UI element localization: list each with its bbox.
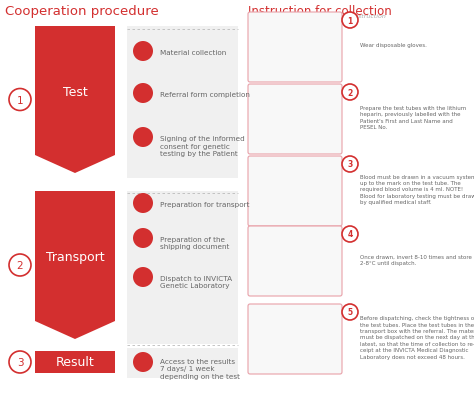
- Text: Prepare the test tubes with the lithium
heparin, previously labelled with the
Pa: Prepare the test tubes with the lithium …: [360, 105, 466, 130]
- Text: Before dispatching, check the tightness of
the test tubes. Place the test tubes : Before dispatching, check the tightness …: [360, 316, 474, 359]
- Circle shape: [133, 229, 153, 248]
- Text: 3: 3: [17, 357, 23, 367]
- Circle shape: [342, 227, 358, 242]
- Text: Material collection: Material collection: [160, 50, 226, 56]
- Text: Before collection read the entire instruction: Before collection read the entire instru…: [248, 14, 386, 19]
- FancyBboxPatch shape: [248, 157, 342, 227]
- Circle shape: [342, 13, 358, 29]
- Circle shape: [342, 85, 358, 101]
- Circle shape: [342, 304, 358, 320]
- FancyBboxPatch shape: [248, 13, 342, 83]
- Circle shape: [133, 42, 153, 62]
- Circle shape: [133, 352, 153, 372]
- Text: Instruction for collection: Instruction for collection: [248, 5, 392, 18]
- Bar: [35, 351, 115, 373]
- Text: Preparation of the
shipping document: Preparation of the shipping document: [160, 237, 229, 250]
- Text: Referral form completion: Referral form completion: [160, 92, 250, 98]
- Polygon shape: [35, 192, 115, 339]
- Text: 2: 2: [17, 260, 23, 270]
- Text: Signing of the informed
consent for genetic
testing by the Patient: Signing of the informed consent for gene…: [160, 136, 245, 157]
- Bar: [254, 91, 336, 149]
- Text: 5: 5: [347, 308, 353, 317]
- Bar: [254, 162, 336, 221]
- Circle shape: [133, 84, 153, 104]
- Bar: [254, 233, 336, 290]
- Text: Dispatch to INVICTA
Genetic Laboratory: Dispatch to INVICTA Genetic Laboratory: [160, 275, 232, 289]
- FancyBboxPatch shape: [248, 227, 342, 296]
- Text: Result: Result: [55, 356, 94, 369]
- Polygon shape: [35, 27, 115, 174]
- FancyBboxPatch shape: [248, 85, 342, 155]
- Bar: [254, 310, 336, 368]
- Text: 3: 3: [347, 160, 353, 169]
- Text: 2: 2: [347, 88, 353, 97]
- Bar: [127, 27, 238, 178]
- Text: Transport: Transport: [46, 251, 104, 264]
- Text: Once drawn, invert 8-10 times and store at
2-8°C until dispatch.: Once drawn, invert 8-10 times and store …: [360, 254, 474, 265]
- Text: Wear disposable gloves.: Wear disposable gloves.: [360, 43, 427, 49]
- Text: Preparation for transport: Preparation for transport: [160, 201, 249, 207]
- Text: Blood must be drawn in a vacuum system,
up to the mark on the test tube. The
req: Blood must be drawn in a vacuum system, …: [360, 174, 474, 205]
- Circle shape: [133, 267, 153, 287]
- FancyBboxPatch shape: [248, 304, 342, 374]
- Text: 1: 1: [17, 95, 23, 105]
- Text: Access to the results
7 days/ 1 week
depending on the test: Access to the results 7 days/ 1 week dep…: [160, 358, 240, 379]
- Text: 4: 4: [347, 230, 353, 239]
- Circle shape: [133, 128, 153, 148]
- Text: Test: Test: [63, 86, 87, 99]
- Circle shape: [133, 194, 153, 213]
- Text: 1: 1: [347, 16, 353, 25]
- Bar: [127, 348, 238, 378]
- Text: Cooperation procedure: Cooperation procedure: [5, 5, 159, 18]
- Bar: [127, 192, 238, 344]
- Bar: [254, 19, 336, 77]
- Circle shape: [342, 157, 358, 172]
